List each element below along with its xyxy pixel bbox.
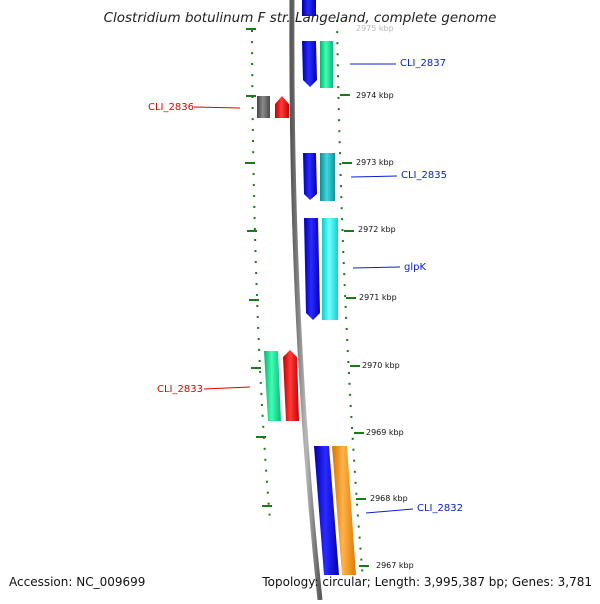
leader-CLI_2833: [203, 386, 251, 390]
gene-CLI_2837: [302, 41, 333, 88]
gene-label-CLI_2837: CLI_2837: [400, 58, 446, 69]
genome-backbone: [289, 0, 323, 601]
gene-CLI_2836-red: [275, 96, 289, 118]
tick-label-2968: 2968 kbp: [370, 494, 408, 503]
gene-CLI_2837-inner: [320, 41, 333, 88]
major-ticks-outer: [245, 28, 272, 507]
gene-CLI_2832-outer: [314, 446, 339, 575]
gene-CLI_2835-inner: [320, 153, 335, 201]
gene-CLI_2832: [314, 446, 356, 575]
gene-partial-top: [302, 0, 316, 16]
tick-label-2969: 2969 kbp: [366, 428, 404, 437]
tick-label-partial: 2975 kbp: [356, 24, 394, 33]
gene-glpK: [304, 218, 338, 320]
leader-CLI_2835: [350, 175, 398, 178]
gene-glpK-inner: [322, 218, 338, 320]
guide-curve-outer: [251, 29, 271, 521]
tick-label-2967: 2967 kbp: [376, 561, 414, 570]
gene-label-CLI_2836: CLI_2836: [148, 102, 194, 113]
leader-CLI_2836: [193, 106, 241, 109]
gene-glpK-outer: [304, 218, 320, 320]
gene-CLI_2837-outer: [302, 41, 317, 87]
tick-label-2973: 2973 kbp: [356, 158, 394, 167]
genome-title: Clostridium botulinum F str. Langeland, …: [103, 10, 497, 26]
gene-label-glpK: glpK: [404, 262, 426, 273]
leader-glpK: [352, 266, 401, 269]
gene-CLI_2835: [303, 153, 335, 201]
gene-label-CLI_2835: CLI_2835: [401, 170, 447, 181]
gene-label-CLI_2833: CLI_2833: [157, 384, 203, 395]
tick-label-2970: 2970 kbp: [362, 361, 400, 370]
gene-CLI_2836: [257, 96, 289, 118]
tick-label-2971: 2971 kbp: [359, 293, 397, 302]
gene-CLI_2833-red: [283, 350, 299, 421]
gene-CLI_2833: [264, 350, 299, 421]
gene-label-CLI_2832: CLI_2832: [417, 503, 463, 514]
tick-label-2974: 2974 kbp: [356, 91, 394, 100]
accession-text: Accession: NC_009699: [9, 575, 146, 589]
leader-CLI_2832: [365, 508, 414, 514]
tick-label-2972: 2972 kbp: [358, 225, 396, 234]
gene-CLI_2836-gray: [257, 96, 270, 118]
major-ticks-inner: [340, 94, 369, 567]
gene-CLI_2835-outer: [303, 153, 317, 200]
gene-CLI_2833-green: [264, 351, 281, 421]
gene-CLI_2832-inner: [332, 446, 356, 575]
genome-summary-text: Topology: circular; Length: 3,995,387 bp…: [262, 575, 592, 589]
